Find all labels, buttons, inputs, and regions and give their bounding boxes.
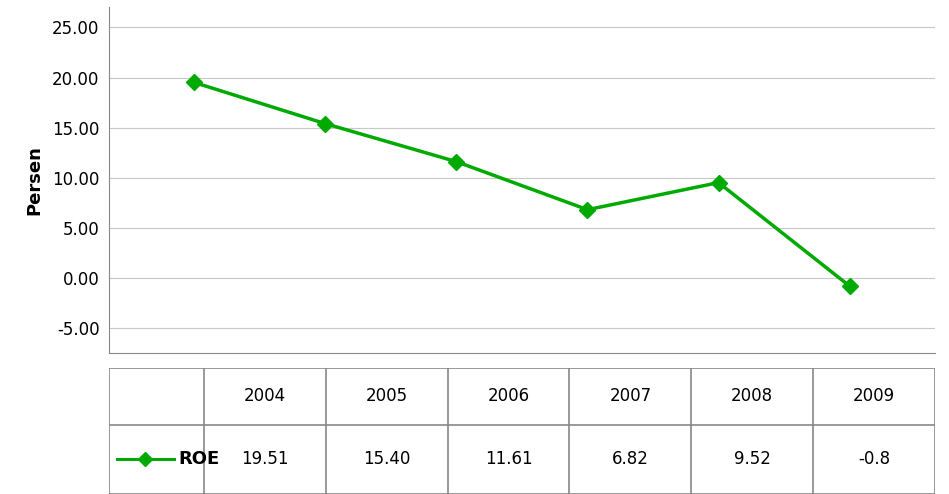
Text: 6.82: 6.82 [612, 451, 649, 468]
Text: 2004: 2004 [244, 387, 286, 406]
Text: 2009: 2009 [853, 387, 895, 406]
Text: 19.51: 19.51 [241, 451, 288, 468]
Text: 2006: 2006 [488, 387, 530, 406]
Text: 11.61: 11.61 [485, 451, 532, 468]
Text: 2008: 2008 [731, 387, 773, 406]
Y-axis label: Persen: Persen [26, 145, 44, 215]
Text: 2005: 2005 [365, 387, 408, 406]
Text: ROE: ROE [178, 451, 220, 468]
Text: 2007: 2007 [609, 387, 651, 406]
Text: 9.52: 9.52 [734, 451, 771, 468]
Text: 15.40: 15.40 [363, 451, 410, 468]
Text: -0.8: -0.8 [858, 451, 890, 468]
